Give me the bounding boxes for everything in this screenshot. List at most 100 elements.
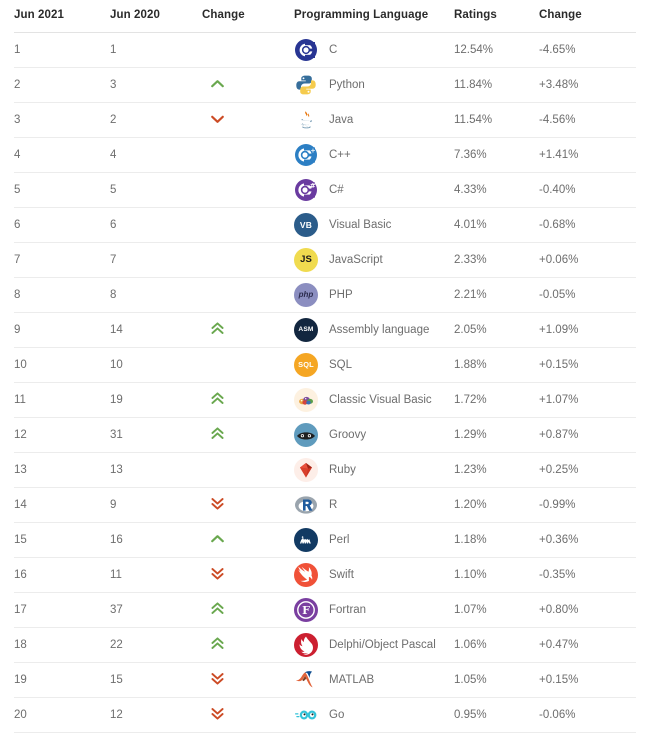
double-chevron-up-icon <box>211 322 224 335</box>
column-header-change-arrow[interactable]: Change <box>202 9 294 33</box>
table-row[interactable]: 3 2 Java 11.54% -4.56% <box>14 102 636 138</box>
cell-language: Swift <box>294 557 454 593</box>
cell-rank-previous: 5 <box>110 172 202 208</box>
language-label: C <box>329 44 338 56</box>
cell-language: Perl <box>294 522 454 558</box>
column-header-language[interactable]: Programming Language <box>294 9 454 33</box>
table-row[interactable]: 15 16 Perl 1.18% +0.36% <box>14 522 636 558</box>
table-row[interactable]: 12 31 Groovy 1.29% +0.87% <box>14 417 636 453</box>
cell-rank-previous: 16 <box>110 522 202 558</box>
cell-change-arrow <box>202 207 294 243</box>
table-row[interactable]: 18 22 Delphi/Object Pascal 1.06% +0.47% <box>14 627 636 663</box>
table-row[interactable]: 16 11 Swift 1.10% -0.35% <box>14 557 636 593</box>
cell-change-pct: -4.56% <box>539 102 636 138</box>
svg-text:#: # <box>310 182 316 190</box>
cell-rank-previous: 9 <box>110 487 202 523</box>
cell-rank-current: 5 <box>14 172 110 208</box>
cell-ratings: 11.84% <box>454 67 539 103</box>
table-row[interactable]: 6 6 VB Visual Basic 4.01% -0.68% <box>14 207 636 243</box>
table-row[interactable]: 8 8 php PHP 2.21% -0.05% <box>14 277 636 313</box>
cell-change-pct: +0.80% <box>539 592 636 628</box>
cell-change-arrow <box>202 627 294 663</box>
cell-rank-previous: 11 <box>110 557 202 593</box>
double-chevron-down-icon <box>211 567 224 580</box>
cell-rank-current: 9 <box>14 312 110 348</box>
column-header-rank-current[interactable]: Jun 2021 <box>14 9 110 33</box>
cell-change-pct: +0.06% <box>539 242 636 278</box>
cell-rank-current: 16 <box>14 557 110 593</box>
language-label: C++ <box>329 149 351 161</box>
language-label: MATLAB <box>329 674 375 686</box>
cell-change-arrow <box>202 277 294 313</box>
cell-rank-previous: 19 <box>110 382 202 418</box>
cell-rank-previous: 8 <box>110 277 202 313</box>
cell-language: ASM Assembly language <box>294 312 454 348</box>
chevron-down-icon <box>211 114 224 124</box>
cell-language: Go <box>294 697 454 733</box>
cell-change-arrow <box>202 522 294 558</box>
delphi-icon <box>294 633 318 657</box>
table-header-row: Jun 2021 Jun 2020 Change Programming Lan… <box>14 9 636 33</box>
cell-change-arrow <box>202 557 294 593</box>
table-row[interactable]: 2 3 Python 11.84% +3.48% <box>14 67 636 103</box>
cell-change-arrow <box>202 242 294 278</box>
table-row[interactable]: 5 5 # C# 4.33% -0.40% <box>14 172 636 208</box>
table-row[interactable]: 14 9 R 1.20% -0.99% <box>14 487 636 523</box>
language-label: JavaScript <box>329 254 383 266</box>
cell-ratings: 4.33% <box>454 172 539 208</box>
column-header-ratings[interactable]: Ratings <box>454 9 539 33</box>
fortran-icon: F <box>294 598 318 622</box>
table-row[interactable]: 9 14 ASM Assembly language 2.05% +1.09% <box>14 312 636 348</box>
cell-rank-previous: 4 <box>110 137 202 173</box>
cell-rank-current: 15 <box>14 522 110 558</box>
table-row[interactable]: 44 ++ C++ 7.36%+1.41% <box>14 137 636 173</box>
language-label: Swift <box>329 569 354 581</box>
column-header-rank-previous[interactable]: Jun 2020 <box>110 9 202 33</box>
double-chevron-up-icon <box>211 602 224 615</box>
language-label: PHP <box>329 289 353 301</box>
cell-language: SQL SQL <box>294 347 454 383</box>
cell-language: Java <box>294 102 454 138</box>
classicvb-icon <box>294 388 318 412</box>
cell-change-pct: -0.40% <box>539 172 636 208</box>
table-row[interactable]: 20 12 Go 0.95% -0.06% <box>14 697 636 733</box>
table-row[interactable]: 1 1 C 12.54% -4.65% <box>14 32 636 68</box>
java-icon <box>294 108 318 132</box>
cell-rank-current: 12 <box>14 417 110 453</box>
javascript-icon: JS <box>294 248 318 272</box>
cell-language: VB Visual Basic <box>294 207 454 243</box>
chevron-up-icon <box>211 534 224 544</box>
cell-ratings: 1.88% <box>454 347 539 383</box>
table-row[interactable]: 7 7 JS JavaScript 2.33% +0.06% <box>14 242 636 278</box>
cell-rank-current: 7 <box>14 242 110 278</box>
language-label: Delphi/Object Pascal <box>329 639 436 651</box>
cell-change-arrow <box>202 697 294 733</box>
cell-change-arrow <box>202 137 294 173</box>
cell-ratings: 1.23% <box>454 452 539 488</box>
table-row[interactable]: 11 19 Classic Visual Basic 1.72% +1.07% <box>14 382 636 418</box>
table-row[interactable]: 19 15 MATLAB 1.05% +0.15% <box>14 662 636 698</box>
language-label: Ruby <box>329 464 356 476</box>
table-row[interactable]: 17 37 F Fortran 1.07% +0.80% <box>14 592 636 628</box>
language-label: C# <box>329 184 344 196</box>
table-row[interactable]: 13 13 Ruby 1.23% +0.25% <box>14 452 636 488</box>
cell-language: Ruby <box>294 452 454 488</box>
c-icon <box>294 38 318 62</box>
column-header-change-pct[interactable]: Change <box>539 9 636 33</box>
language-label: Java <box>329 114 354 126</box>
cell-language: Delphi/Object Pascal <box>294 627 454 663</box>
svg-text:F: F <box>302 604 310 617</box>
cell-change-arrow <box>202 452 294 488</box>
chevron-up-icon <box>211 79 224 89</box>
csharp-icon: # <box>294 178 318 202</box>
python-icon <box>294 73 318 97</box>
language-label: Go <box>329 709 345 721</box>
table-row[interactable]: 10 10 SQL SQL 1.88% +0.15% <box>14 347 636 383</box>
cell-change-arrow <box>202 32 294 68</box>
cell-rank-current: 14 <box>14 487 110 523</box>
cell-rank-current: 18 <box>14 627 110 663</box>
cell-rank-current: 13 <box>14 452 110 488</box>
cell-rank-current: 19 <box>14 662 110 698</box>
cell-language: F Fortran <box>294 592 454 628</box>
cell-rank-previous: 10 <box>110 347 202 383</box>
